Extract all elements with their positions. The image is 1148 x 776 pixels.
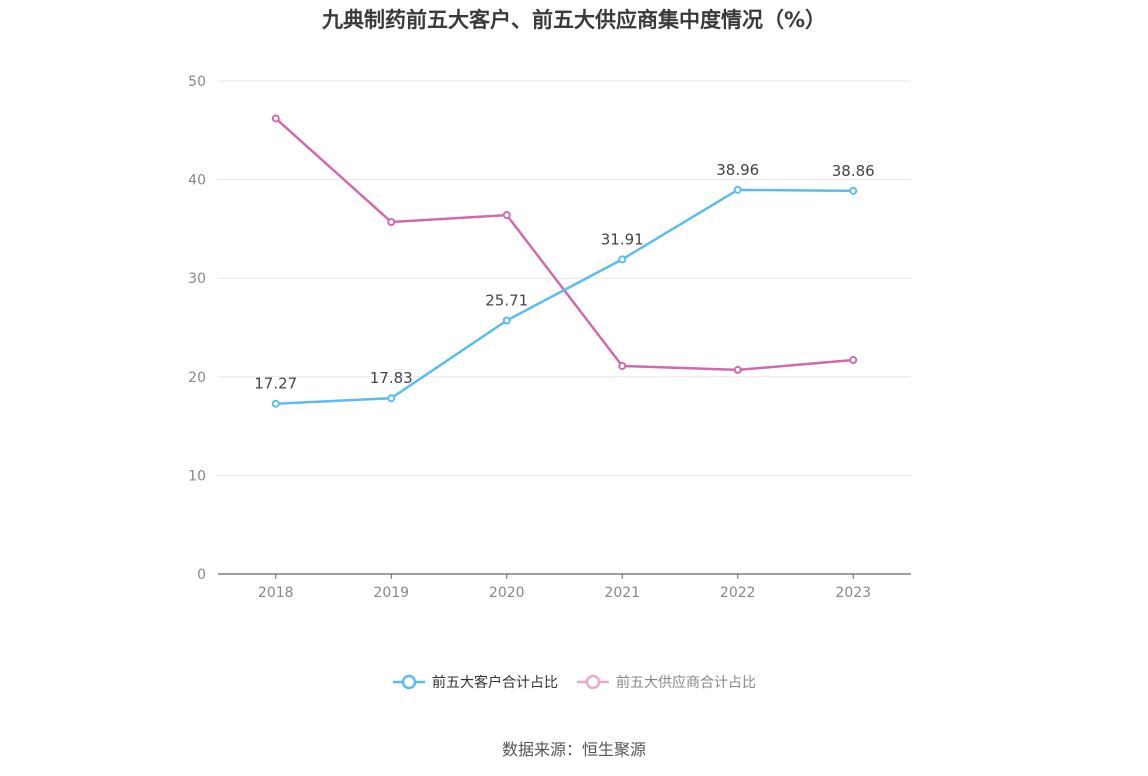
- data-labels: 17.27 17.83 25.71 31.91 38.96 38.86: [254, 161, 874, 393]
- x-tick-label: 2018: [258, 585, 294, 601]
- y-tick-label: 40: [188, 173, 206, 189]
- y-tick-label: 50: [188, 74, 206, 90]
- legend-label-customers: 前五大客户合计占比: [432, 675, 558, 691]
- data-point: [271, 399, 280, 408]
- series: [271, 114, 858, 408]
- series-line-suppliers: [274, 117, 854, 372]
- series-line-customers: [275, 188, 854, 405]
- data-point: [618, 361, 627, 370]
- grid-lines: [218, 80, 911, 476]
- line-chart: 0 10 20 30 40 50 2018 2019 2020 2021 2022 2023 17.2…: [188, 74, 911, 601]
- data-point: [271, 114, 280, 123]
- legend-line-circle-icon: [577, 674, 609, 690]
- data-point: [849, 356, 858, 365]
- x-tick-label: 2022: [720, 585, 756, 601]
- data-point: [387, 394, 396, 403]
- data-point: [618, 255, 627, 264]
- y-tick-label: 30: [188, 271, 206, 287]
- axes: 0 10 20 30 40 50 2018 2019 2020 2021 2022 2023: [188, 74, 911, 601]
- y-tick-label: 10: [188, 468, 206, 484]
- x-tick-label: 2019: [373, 585, 409, 601]
- data-label: 38.96: [716, 161, 759, 179]
- data-point: [502, 211, 511, 220]
- data-label: 38.86: [832, 162, 875, 180]
- data-source: 数据来源：恒生聚源: [501, 740, 646, 759]
- data-point: [849, 186, 858, 195]
- x-tick-label: 2021: [604, 585, 640, 601]
- data-point: [733, 185, 742, 194]
- legend-item-customers[interactable]: 前五大客户合计占比: [392, 672, 558, 692]
- legend-line-circle-icon: [393, 674, 425, 690]
- y-tick-label: 0: [197, 567, 206, 583]
- x-tick-label: 2023: [835, 585, 871, 601]
- legend-item-suppliers[interactable]: 前五大供应商合计占比: [576, 672, 756, 692]
- data-label: 17.27: [254, 375, 297, 393]
- data-point: [733, 365, 742, 374]
- data-label: 25.71: [485, 291, 528, 309]
- data-label: 17.83: [370, 369, 413, 387]
- data-label: 31.91: [601, 230, 644, 248]
- data-point: [502, 316, 511, 325]
- legend-label-suppliers: 前五大供应商合计占比: [616, 675, 756, 691]
- y-tick-label: 20: [188, 370, 206, 386]
- chart-title: 九典制药前五大客户、前五大供应商集中度情况（%）: [321, 8, 827, 32]
- legend: 前五大客户合计占比 前五大供应商合计占比: [0, 672, 1148, 692]
- data-point: [387, 217, 396, 226]
- x-tick-label: 2020: [489, 585, 525, 601]
